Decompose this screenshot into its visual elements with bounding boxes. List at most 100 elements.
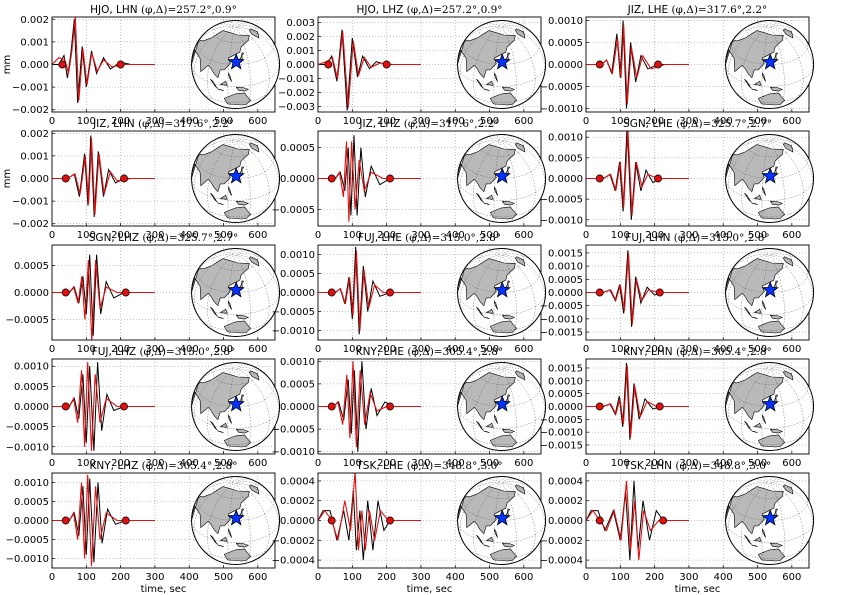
globe-inset — [725, 362, 815, 451]
window-marker — [327, 516, 336, 525]
x-tick-label: 100 — [77, 116, 96, 127]
graticule-line — [214, 479, 235, 483]
panel-title: FUJ, LHZ (φ,Δ)=315.0°,2.8° — [92, 346, 236, 358]
graticule-line — [502, 478, 518, 482]
landmass — [483, 544, 490, 547]
y-tick-label: −0.0015 — [540, 441, 583, 452]
landmass — [744, 534, 752, 545]
landmass — [248, 370, 260, 381]
landmass — [248, 142, 260, 153]
graticule-line — [457, 520, 546, 543]
landmass — [769, 86, 784, 92]
landmass — [227, 414, 232, 424]
observed-trace — [586, 131, 689, 220]
graticule-line — [193, 254, 235, 318]
graticule-line — [199, 317, 272, 331]
y-tick-label: 0.000 — [20, 60, 49, 71]
landmass — [769, 542, 784, 548]
globe-outline — [725, 476, 815, 565]
x-tick-label: 100 — [343, 458, 362, 469]
x-tick-label: 200 — [645, 458, 664, 469]
y-tick-label: 0.0005 — [280, 269, 315, 280]
graticule-line — [197, 382, 274, 407]
graticule-line — [501, 26, 517, 108]
landmass — [210, 192, 218, 203]
globe-inset — [725, 248, 815, 337]
graticule-line — [770, 136, 786, 140]
landmass — [210, 78, 218, 89]
x-tick-label: 500 — [748, 572, 767, 583]
y-tick-label: −0.002 — [12, 219, 49, 230]
window-marker — [324, 60, 333, 69]
x-tick-label: 200 — [645, 116, 664, 127]
x-tick-label: 100 — [611, 230, 630, 241]
globe-inset — [457, 362, 547, 451]
x-tick-label: 200 — [377, 572, 396, 583]
y-tick-label: 0.002 — [286, 32, 315, 43]
graticule-line — [236, 254, 270, 331]
y-tick-label: −0.0004 — [540, 556, 583, 567]
x-tick-label: 200 — [377, 344, 396, 355]
graticule-line — [193, 482, 235, 546]
graticule-line — [733, 317, 806, 331]
landmass — [761, 300, 766, 310]
graticule-line — [748, 365, 769, 369]
landmass — [227, 186, 232, 196]
graticule-line — [473, 254, 501, 334]
window-marker — [116, 60, 125, 69]
graticule-line — [194, 253, 235, 276]
x-tick-label: 200 — [111, 572, 130, 583]
y-tick-label: −0.001 — [12, 197, 49, 208]
y-tick-label: −0.0004 — [272, 556, 315, 567]
globe-outline — [725, 134, 815, 223]
synthetic-trace — [52, 137, 155, 215]
globe-outline — [457, 20, 547, 109]
graticule-line — [236, 368, 270, 445]
x-tick-label: 400 — [180, 230, 199, 241]
x-tick-label: 500 — [480, 230, 499, 241]
window-marker — [121, 516, 130, 525]
y-tick-label: 0.0000 — [280, 516, 315, 527]
y-tick-label: −0.0015 — [540, 328, 583, 339]
y-tick-label: 0.0010 — [548, 262, 583, 273]
landmass — [483, 202, 490, 205]
landmass — [501, 542, 516, 548]
panel: 0 100 200 300 400 500 600 −0.0010 −0.0005 0.0000 0… — [540, 4, 810, 127]
y-tick-label: −0.001 — [278, 74, 315, 85]
globe-inset — [191, 362, 281, 451]
graticule-line — [761, 483, 770, 565]
x-tick-label: 300 — [411, 230, 430, 241]
x-tick-label: 600 — [248, 116, 267, 127]
observed-trace — [52, 362, 155, 451]
station-star — [227, 509, 245, 526]
x-tick-label: 0 — [49, 344, 55, 355]
station-star — [761, 53, 779, 70]
x-tick-label: 200 — [377, 116, 396, 127]
graticule-line — [191, 292, 280, 315]
x-tick-label: 0 — [49, 572, 55, 583]
window-marker — [655, 288, 664, 297]
x-tick-label: 500 — [480, 458, 499, 469]
globe-outline — [191, 20, 281, 109]
x-tick-label: 400 — [180, 344, 199, 355]
graticule-line — [227, 483, 236, 565]
globe-outline — [191, 134, 281, 223]
y-tick-label: −0.0005 — [540, 415, 583, 426]
graticule-line — [480, 23, 501, 27]
graticule-line — [199, 431, 272, 445]
landmass — [751, 88, 758, 91]
x-tick-label: 500 — [748, 116, 767, 127]
landmass — [217, 316, 224, 319]
synthetic-trace — [52, 260, 155, 340]
x-tick-label: 0 — [583, 116, 589, 127]
graticule-line — [741, 26, 769, 106]
x-tick-label: 100 — [77, 458, 96, 469]
y-tick-label: −0.0010 — [272, 326, 315, 337]
observed-trace — [586, 250, 689, 327]
y-tick-label: 0.0010 — [14, 478, 49, 489]
landmass — [217, 544, 224, 547]
graticule-line — [457, 64, 546, 87]
y-tick-label: 0.0005 — [548, 153, 583, 164]
y-tick-label: −0.0002 — [272, 536, 315, 547]
y-tick-label: −0.0010 — [272, 447, 315, 458]
